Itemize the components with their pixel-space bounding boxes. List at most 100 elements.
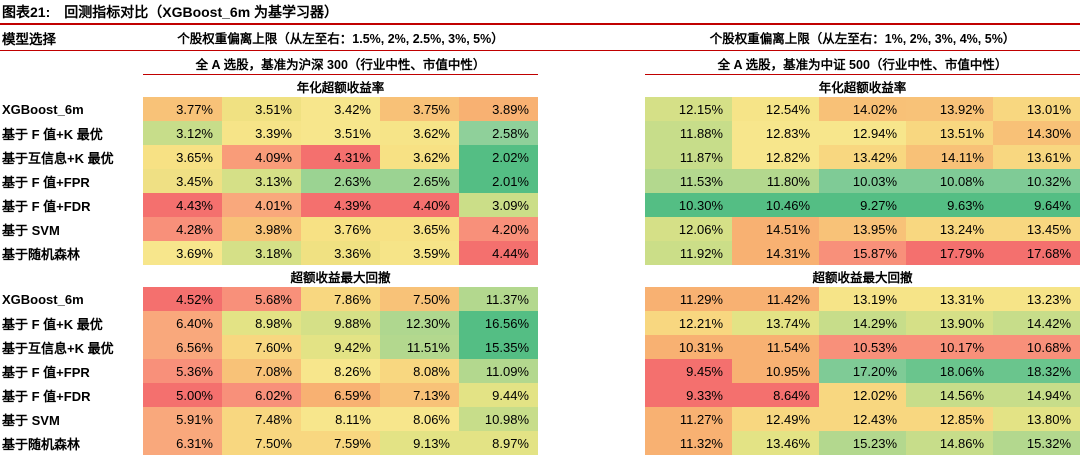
table-row: 基于互信息+K 最优 3.65% 4.09% 4.31% 3.62% 2.02% 11.87… [0,145,1080,169]
heatmap-right-row-4: 9.45% 10.95% 17.20% 18.06% 18.32% [645,359,1080,383]
heatmap-right-row-6: 12.06% 14.51% 13.95% 13.24% 13.45% [645,217,1080,241]
heatmap-cell: 2.63% [301,169,380,193]
heatmap-cell: 11.87% [645,145,732,169]
heatmap-cell: 11.88% [645,121,732,145]
heatmap-cell: 7.48% [222,407,301,431]
heatmap-cell: 11.92% [645,241,732,265]
heatmap-cell: 18.06% [906,359,993,383]
heatmap-left-row-1: 3.77% 3.51% 3.42% 3.75% 3.89% [143,97,538,121]
heatmap-cell: 10.68% [993,335,1080,359]
heatmap-cell: 10.53% [819,335,906,359]
heatmap-cell: 14.42% [993,311,1080,335]
heatmap-cell: 18.32% [993,359,1080,383]
section-2-rows: XGBoost_6m 4.52% 5.68% 7.86% 7.50% 11.37% 11.2… [0,287,1080,455]
heatmap-cell: 9.64% [993,193,1080,217]
heatmap-cell: 13.80% [993,407,1080,431]
row-label-2: 基于 F 值+K 最优 [0,121,143,145]
heatmap-cell: 8.26% [301,359,380,383]
section-1-right-subtitle: 年化超额收益率 [818,80,907,95]
grid-spacer [538,121,645,145]
header-row-universe: 全 A 选股，基准为沪深 300（行业中性、市值中性） 全 A 选股，基准为中证… [0,51,1080,75]
heatmap-right-row-5: 10.30% 10.46% 9.27% 9.63% 9.64% [645,193,1080,217]
heatmap-cell: 4.44% [459,241,538,265]
heatmap-cell: 10.03% [819,169,906,193]
heatmap-cell: 4.01% [222,193,301,217]
grid-spacer [538,97,645,121]
heatmap-right-row-4: 11.53% 11.80% 10.03% 10.08% 10.32% [645,169,1080,193]
heatmap-cell: 9.88% [301,311,380,335]
row-label-5: 基于 F 值+FDR [0,383,143,407]
heatmap-cell: 13.42% [819,145,906,169]
heatmap-cell: 14.31% [732,241,819,265]
heatmap-cell: 6.40% [143,311,222,335]
heatmap-cell: 7.13% [380,383,459,407]
heatmap-cell: 6.31% [143,431,222,455]
heatmap-cell: 2.01% [459,169,538,193]
heatmap-cell: 14.51% [732,217,819,241]
heatmap-cell: 10.31% [645,335,732,359]
row-label-7: 基于随机森林 [0,241,143,265]
heatmap-cell: 13.95% [819,217,906,241]
heatmap-cell: 2.65% [380,169,459,193]
heatmap-cell: 15.35% [459,335,538,359]
heatmap-right-row-2: 11.88% 12.83% 12.94% 13.51% 14.30% [645,121,1080,145]
table-row: 基于 F 值+FDR 5.00% 6.02% 6.59% 7.13% 9.44% 9.33%… [0,383,1080,407]
heatmap-cell: 12.02% [819,383,906,407]
heatmap-cell: 6.56% [143,335,222,359]
heatmap-cell: 13.01% [993,97,1080,121]
heatmap-left-row-7: 6.31% 7.50% 7.59% 9.13% 8.97% [143,431,538,455]
heatmap-cell: 3.65% [380,217,459,241]
page-title: 回测指标对比（XGBoost_6m 为基学习器） [64,3,339,20]
heatmap-left-row-3: 6.56% 7.60% 9.42% 11.51% 15.35% [143,335,538,359]
heatmap-cell: 12.94% [819,121,906,145]
heatmap-cell: 14.02% [819,97,906,121]
heatmap-right-row-3: 11.87% 12.82% 13.42% 14.11% 13.61% [645,145,1080,169]
heatmap-cell: 4.09% [222,145,301,169]
heatmap-cell: 3.98% [222,217,301,241]
table-row: 基于 SVM 5.91% 7.48% 8.11% 8.06% 10.98% 11.27% 12… [0,407,1080,431]
row-label-5: 基于 F 值+FDR [0,193,143,217]
heatmap-cell: 11.53% [645,169,732,193]
grid-spacer [538,311,645,335]
heatmap-cell: 13.74% [732,311,819,335]
heatmap-cell: 8.97% [459,431,538,455]
table-row: 基于 F 值+K 最优 3.12% 3.39% 3.51% 3.62% 2.58% 11.8… [0,121,1080,145]
heatmap-cell: 7.08% [222,359,301,383]
grid-spacer [538,359,645,383]
heatmap-cell: 13.24% [906,217,993,241]
table-row: 基于 F 值+FPR 3.45% 3.13% 2.63% 2.65% 2.01% 11.53… [0,169,1080,193]
heatmap-cell: 10.98% [459,407,538,431]
heatmap-right-row-7: 11.32% 13.46% 15.23% 14.86% 15.32% [645,431,1080,455]
heatmap-cell: 4.43% [143,193,222,217]
grid-spacer [538,407,645,431]
heatmap-cell: 12.43% [819,407,906,431]
heatmap-cell: 4.52% [143,287,222,311]
header-rule-1 [0,50,1080,51]
heatmap-left-row-4: 3.45% 3.13% 2.63% 2.65% 2.01% [143,169,538,193]
heatmap-left-row-7: 3.69% 3.18% 3.36% 3.59% 4.44% [143,241,538,265]
row-label-header: 模型选择 [2,31,56,47]
heatmap-left-row-5: 5.00% 6.02% 6.59% 7.13% 9.44% [143,383,538,407]
heatmap-cell: 14.11% [906,145,993,169]
heatmap-cell: 3.12% [143,121,222,145]
row-label-1: XGBoost_6m [0,287,143,311]
table-row: 基于随机森林 3.69% 3.18% 3.36% 3.59% 4.44% 11.92% 14.… [0,241,1080,265]
heatmap-left-row-3: 3.65% 4.09% 4.31% 3.62% 2.02% [143,145,538,169]
heatmap-cell: 10.46% [732,193,819,217]
table-row: 基于 F 值+FPR 5.36% 7.08% 8.26% 8.08% 11.09% 9.45… [0,359,1080,383]
row-label-3: 基于互信息+K 最优 [0,145,143,169]
heatmap-cell: 8.11% [301,407,380,431]
heatmap-cell: 3.65% [143,145,222,169]
heatmap-cell: 15.87% [819,241,906,265]
table-row: 基于 F 值+K 最优 6.40% 8.98% 9.88% 12.30% 16.56% 12… [0,311,1080,335]
section-2-right-subtitle: 超额收益最大回撤 [812,270,913,285]
heatmap-cell: 11.54% [732,335,819,359]
right-block-universe: 全 A 选股，基准为中证 500（行业中性、市值中性） [645,51,1080,75]
heatmap-cell: 3.09% [459,193,538,217]
heatmap-cell: 12.15% [645,97,732,121]
heatmap-cell: 11.27% [645,407,732,431]
heatmap-cell: 6.59% [301,383,380,407]
heatmap-cell: 17.68% [993,241,1080,265]
heatmap-left-row-1: 4.52% 5.68% 7.86% 7.50% 11.37% [143,287,538,311]
